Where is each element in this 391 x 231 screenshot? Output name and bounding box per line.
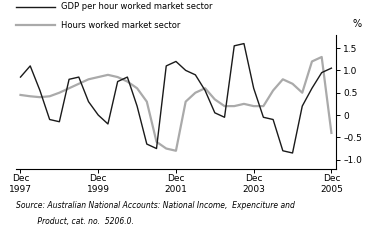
Text: Hours worked market sector: Hours worked market sector	[61, 21, 180, 30]
Hours worked market sector	[47, 95, 52, 98]
Text: Source: Australian National Accounts: National Income,  Expenciture and: Source: Australian National Accounts: Na…	[16, 201, 294, 210]
Hours worked market sector	[212, 98, 217, 101]
GDP per hour worked market sector	[77, 76, 81, 79]
GDP per hour worked market sector	[47, 118, 52, 121]
Line: GDP per hour worked market sector: GDP per hour worked market sector	[20, 44, 332, 153]
GDP per hour worked market sector	[310, 87, 314, 90]
GDP per hour worked market sector	[125, 76, 130, 79]
Hours worked market sector	[280, 78, 285, 81]
Hours worked market sector	[183, 100, 188, 103]
GDP per hour worked market sector	[154, 147, 159, 150]
Hours worked market sector	[329, 131, 334, 134]
Hours worked market sector	[310, 60, 314, 63]
GDP per hour worked market sector	[174, 60, 178, 63]
Hours worked market sector	[232, 105, 237, 107]
Hours worked market sector	[261, 105, 266, 107]
Hours worked market sector	[144, 100, 149, 103]
GDP per hour worked market sector	[18, 76, 23, 79]
Hours worked market sector	[28, 95, 32, 98]
GDP per hour worked market sector	[28, 64, 32, 67]
GDP per hour worked market sector	[96, 114, 100, 116]
Hours worked market sector	[242, 103, 246, 105]
Hours worked market sector	[67, 87, 72, 90]
Hours worked market sector	[125, 80, 130, 83]
GDP per hour worked market sector	[57, 120, 62, 123]
GDP per hour worked market sector	[329, 67, 334, 70]
GDP per hour worked market sector	[203, 89, 208, 92]
GDP per hour worked market sector	[319, 71, 324, 74]
GDP per hour worked market sector	[86, 100, 91, 103]
GDP per hour worked market sector	[280, 149, 285, 152]
Hours worked market sector	[57, 91, 62, 94]
Hours worked market sector	[38, 96, 42, 99]
Hours worked market sector	[271, 89, 275, 92]
Hours worked market sector	[106, 73, 110, 76]
Hours worked market sector	[96, 76, 100, 79]
GDP per hour worked market sector	[300, 105, 305, 107]
GDP per hour worked market sector	[251, 87, 256, 90]
GDP per hour worked market sector	[183, 69, 188, 72]
Hours worked market sector	[251, 105, 256, 107]
GDP per hour worked market sector	[144, 143, 149, 146]
Hours worked market sector	[154, 140, 159, 143]
GDP per hour worked market sector	[193, 73, 198, 76]
Line: Hours worked market sector: Hours worked market sector	[20, 57, 332, 151]
Hours worked market sector	[319, 56, 324, 58]
Hours worked market sector	[300, 91, 305, 94]
Hours worked market sector	[290, 82, 295, 85]
Hours worked market sector	[135, 87, 140, 90]
GDP per hour worked market sector	[222, 116, 227, 119]
Hours worked market sector	[18, 94, 23, 96]
Hours worked market sector	[164, 147, 169, 150]
Hours worked market sector	[115, 76, 120, 79]
GDP per hour worked market sector	[115, 80, 120, 83]
Text: %: %	[353, 19, 362, 29]
GDP per hour worked market sector	[232, 44, 237, 47]
GDP per hour worked market sector	[212, 111, 217, 114]
Text: GDP per hour worked market sector: GDP per hour worked market sector	[61, 3, 212, 11]
GDP per hour worked market sector	[164, 64, 169, 67]
Hours worked market sector	[77, 82, 81, 85]
Hours worked market sector	[193, 91, 198, 94]
GDP per hour worked market sector	[38, 89, 42, 92]
GDP per hour worked market sector	[106, 123, 110, 125]
GDP per hour worked market sector	[290, 152, 295, 154]
Hours worked market sector	[222, 105, 227, 107]
Hours worked market sector	[174, 149, 178, 152]
Text: Product, cat. no.  5206.0.: Product, cat. no. 5206.0.	[16, 217, 133, 226]
GDP per hour worked market sector	[67, 78, 72, 81]
GDP per hour worked market sector	[242, 42, 246, 45]
GDP per hour worked market sector	[135, 105, 140, 107]
Hours worked market sector	[203, 87, 208, 90]
Hours worked market sector	[86, 78, 91, 81]
GDP per hour worked market sector	[271, 118, 275, 121]
GDP per hour worked market sector	[261, 116, 266, 119]
